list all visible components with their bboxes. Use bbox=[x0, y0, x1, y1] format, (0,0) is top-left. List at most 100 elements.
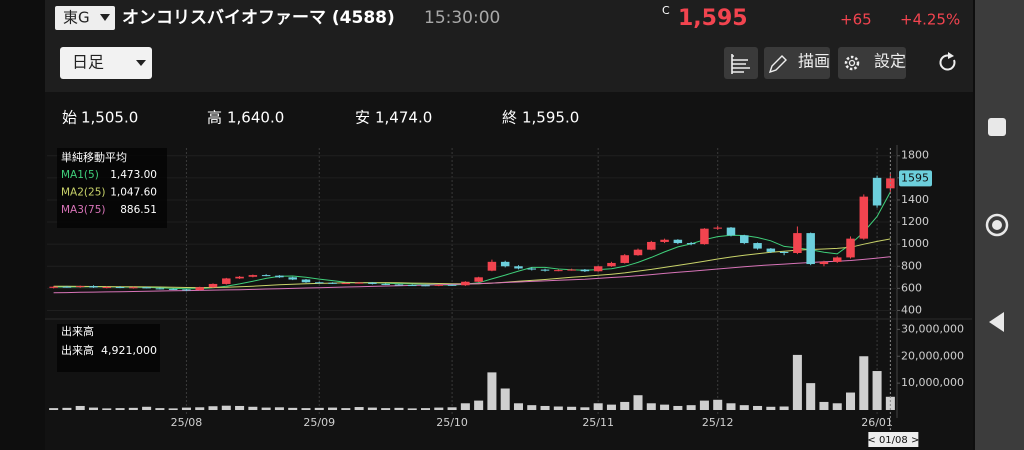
refresh-button[interactable] bbox=[939, 52, 956, 71]
candle-body bbox=[713, 227, 722, 229]
y-tick-label: 1200 bbox=[901, 215, 929, 228]
dropdown-arrow bbox=[136, 60, 146, 66]
volume-bar bbox=[181, 407, 191, 410]
volume-bar bbox=[88, 407, 98, 410]
volume-bar bbox=[513, 403, 523, 410]
draw-button[interactable]: 描画 bbox=[764, 47, 830, 79]
volume-bar bbox=[301, 408, 311, 410]
dropdown-arrow bbox=[100, 14, 110, 21]
settings-button[interactable]: 設定 bbox=[838, 47, 906, 79]
volume-bar bbox=[779, 406, 789, 410]
candle-body bbox=[766, 248, 776, 252]
volume-bar bbox=[872, 371, 882, 410]
candle-body bbox=[474, 277, 483, 282]
candle-body bbox=[686, 243, 696, 245]
candle-body bbox=[129, 287, 138, 289]
candle-body bbox=[168, 288, 178, 290]
volume-bar bbox=[739, 405, 749, 410]
button-bg[interactable] bbox=[764, 47, 830, 79]
volume-bar bbox=[553, 406, 563, 410]
y-tick-label: 1800 bbox=[901, 149, 929, 162]
candle-body bbox=[620, 255, 629, 263]
candle-body bbox=[859, 196, 869, 239]
legend-value: 1,473.00 bbox=[110, 169, 157, 181]
volume-bar bbox=[248, 406, 258, 410]
candle-body bbox=[407, 285, 417, 287]
volume-bar bbox=[354, 407, 364, 410]
candle-body bbox=[832, 257, 842, 262]
period-box[interactable] bbox=[60, 47, 152, 79]
button-bg[interactable] bbox=[724, 47, 758, 79]
volume-bar bbox=[328, 407, 338, 410]
candle-body bbox=[527, 268, 537, 270]
candle-body bbox=[195, 287, 204, 291]
y-tick-label: 600 bbox=[901, 281, 922, 294]
nav-home[interactable] bbox=[985, 213, 1009, 237]
volume-bar bbox=[487, 372, 497, 410]
candle-body bbox=[779, 251, 789, 253]
volume-bar bbox=[713, 399, 723, 410]
candle-body bbox=[142, 287, 151, 289]
volume-bar bbox=[421, 408, 431, 410]
volume-bar bbox=[367, 407, 377, 410]
legend-name: MA2(25) bbox=[61, 187, 105, 199]
volume-bar bbox=[660, 404, 670, 410]
market-select[interactable]: 東G bbox=[55, 6, 115, 30]
icon bbox=[731, 54, 750, 74]
indicator-button[interactable] bbox=[724, 47, 758, 79]
panel-title: 出来高 bbox=[61, 324, 94, 338]
x-tick-label: 26/01 bbox=[861, 416, 893, 429]
volume-bar bbox=[261, 407, 271, 410]
volume-bar bbox=[792, 354, 802, 410]
volume-bar bbox=[274, 407, 284, 410]
candle-body bbox=[394, 284, 404, 286]
volume-bar bbox=[620, 401, 630, 410]
volume-bar bbox=[155, 408, 165, 410]
volume-bar bbox=[407, 408, 417, 410]
candle-body bbox=[368, 282, 377, 284]
legend-box bbox=[57, 148, 167, 228]
volume-bar bbox=[593, 403, 603, 410]
legend-value: 886.51 bbox=[120, 204, 157, 216]
market-box[interactable] bbox=[55, 6, 115, 30]
refresh-arrow bbox=[948, 52, 954, 59]
ohlc-value: 1,595.0 bbox=[522, 109, 579, 127]
volume-bar bbox=[221, 405, 231, 410]
price-prefix: C bbox=[662, 4, 670, 17]
ohlc-label: 始 bbox=[62, 109, 77, 127]
period-select[interactable]: 日足 bbox=[60, 47, 152, 79]
candle-body bbox=[341, 283, 351, 285]
volume-bar bbox=[341, 408, 351, 410]
nav-recents[interactable] bbox=[988, 118, 1006, 136]
legend-value: 1,047.60 bbox=[110, 187, 157, 199]
volume-bar bbox=[633, 395, 643, 410]
volume-bar bbox=[885, 396, 895, 410]
y-tick-label: 800 bbox=[901, 259, 922, 272]
candle-body bbox=[315, 282, 324, 284]
candle-body bbox=[554, 270, 563, 272]
candle-body bbox=[89, 286, 98, 288]
volume-bar bbox=[394, 407, 404, 410]
y-tick-label: 30,000,000 bbox=[901, 322, 964, 335]
button-bg[interactable] bbox=[838, 47, 906, 79]
candle-body bbox=[872, 177, 882, 206]
volume-bar bbox=[766, 406, 776, 410]
volume-bar bbox=[646, 403, 656, 410]
ma-line bbox=[53, 256, 891, 294]
candle-body bbox=[540, 269, 550, 271]
y-tick-label: 20,000,000 bbox=[901, 349, 964, 362]
gear-icon bbox=[844, 55, 860, 71]
market-text: 東G bbox=[63, 9, 90, 27]
candle-body bbox=[647, 241, 656, 250]
stock-name: オンコリスバイオファーマ (4588) bbox=[122, 8, 395, 28]
nav-back[interactable] bbox=[989, 312, 1004, 332]
y-tick-label: 400 bbox=[901, 303, 922, 316]
volume-bar bbox=[527, 405, 537, 410]
gear-center bbox=[848, 59, 856, 67]
volume-bar bbox=[208, 406, 218, 410]
legend-box bbox=[57, 324, 160, 372]
volume-bar bbox=[606, 404, 616, 410]
candle-body bbox=[726, 227, 736, 236]
